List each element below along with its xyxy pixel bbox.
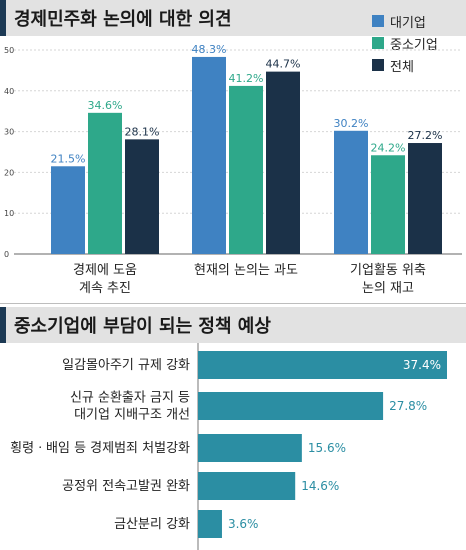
- bar: [198, 510, 222, 538]
- category-label: 일감몰아주기 규제 강화: [62, 358, 190, 373]
- data-label: 14.6%: [301, 479, 339, 493]
- category-label: 횡령ㆍ배임 등 경제범죄 처벌강화: [10, 441, 190, 456]
- data-label: 21.5%: [51, 152, 86, 165]
- x-tick-label: 논의 재고: [362, 281, 414, 296]
- bottom-section-header: 중소기업에 부담이 되는 정책 예상: [0, 307, 466, 343]
- data-label: 44.7%: [266, 58, 301, 71]
- bar: [198, 434, 302, 462]
- top-chart-title: 경제민주화 논의에 대한 의견: [14, 9, 232, 30]
- bar: [198, 351, 447, 379]
- data-label: 34.6%: [88, 99, 123, 112]
- legend-swatch-total: [372, 59, 384, 71]
- data-label: 48.3%: [192, 43, 227, 56]
- category-label: 대기업 지배구조 개선: [74, 408, 190, 423]
- bottom-chart-title: 중소기업에 부담이 되는 정책 예상: [14, 316, 271, 337]
- data-label: 28.1%: [125, 125, 160, 138]
- bar: [198, 472, 296, 500]
- legend-swatch-large: [372, 15, 384, 27]
- category-label: 신규 순환출자 금지 등: [70, 391, 190, 406]
- legend-item-sme: 중소기업: [372, 32, 438, 54]
- data-label: 27.2%: [408, 129, 443, 142]
- section-divider: [0, 303, 466, 304]
- y-tick-label: 40: [4, 87, 14, 96]
- legend-label-total: 전체: [390, 59, 414, 75]
- legend-label-sme: 중소기업: [390, 37, 438, 53]
- bar: [125, 139, 159, 254]
- bar: [408, 143, 442, 254]
- legend-swatch-sme: [372, 37, 384, 49]
- bar: [51, 166, 85, 254]
- data-label: 3.6%: [228, 517, 258, 531]
- y-tick-label: 20: [4, 168, 14, 177]
- y-tick-label: 30: [4, 128, 14, 137]
- header-accent-bar: [0, 0, 6, 36]
- bar: [229, 85, 263, 255]
- bar: [192, 56, 226, 254]
- category-label: 공정위 전속고발권 완화: [62, 479, 190, 494]
- x-tick-label: 기업활동 위축: [350, 263, 426, 278]
- bar: [198, 392, 384, 420]
- x-tick-label: 경제에 도움: [73, 263, 137, 278]
- data-label: 15.6%: [308, 441, 346, 455]
- bar: [334, 130, 368, 254]
- data-label: 41.2%: [229, 72, 264, 85]
- data-label: 37.4%: [403, 358, 441, 372]
- bar: [266, 71, 300, 255]
- data-label: 27.8%: [389, 399, 427, 413]
- bar: [88, 112, 122, 254]
- legend-item-total: 전체: [372, 54, 438, 76]
- y-tick-label: 50: [4, 46, 14, 55]
- data-label: 30.2%: [334, 117, 369, 130]
- legend-item-large: 대기업: [372, 10, 438, 32]
- category-label: 금산분리 강화: [114, 517, 190, 532]
- legend-label-large: 대기업: [390, 15, 426, 31]
- y-tick-label: 10: [4, 209, 14, 218]
- data-label: 24.2%: [371, 141, 406, 154]
- y-tick-label: 0: [4, 250, 9, 259]
- legend: 대기업 중소기업 전체: [372, 10, 438, 76]
- bar: [371, 155, 405, 254]
- x-tick-label: 현재의 논의는 과도: [194, 263, 298, 278]
- top-section-header: 경제민주화 논의에 대한 의견: [0, 0, 466, 36]
- x-tick-label: 계속 추진: [79, 281, 131, 296]
- header-accent-bar: [0, 307, 6, 343]
